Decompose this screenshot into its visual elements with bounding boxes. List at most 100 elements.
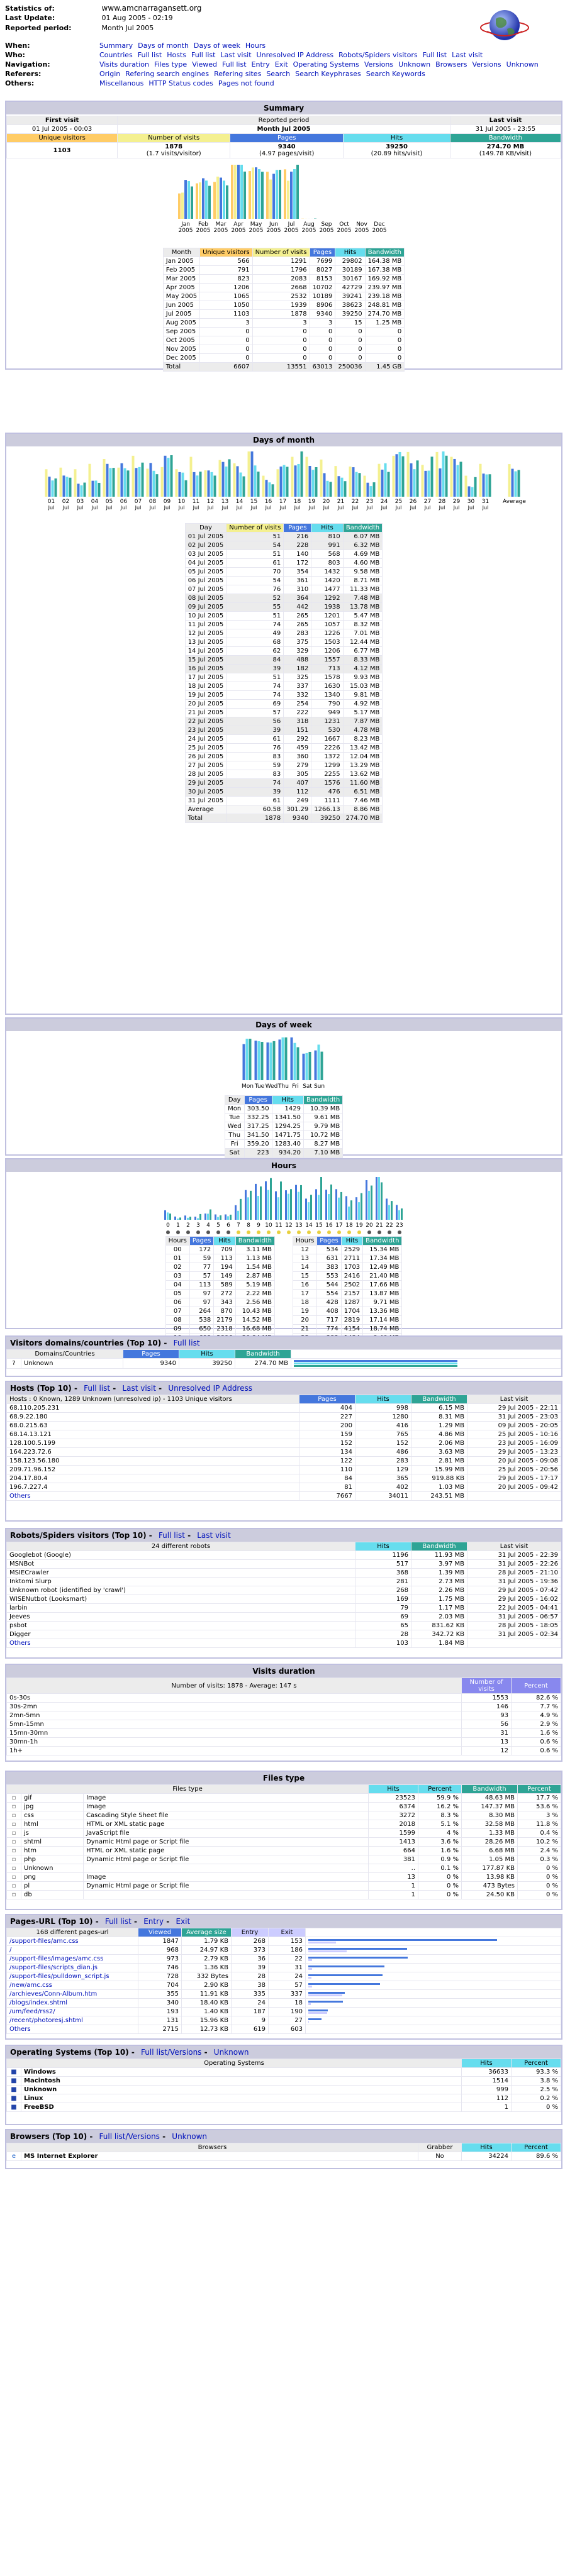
table-cell: 3272 — [368, 1811, 418, 1820]
nav-link[interactable]: Full list — [422, 51, 447, 59]
month-tick-year: 2005 — [232, 228, 246, 234]
table-cell: 2.5 % — [511, 2085, 561, 2094]
os-full-list-link[interactable]: Full list/Versions — [141, 2048, 202, 2057]
page-url-link[interactable]: /new/amc.css — [9, 1982, 52, 1989]
nav-link[interactable]: Viewed — [192, 60, 218, 69]
pages-exit-link[interactable]: Exit — [176, 1917, 191, 1926]
nav-link[interactable]: Exit — [274, 60, 288, 69]
nav-link[interactable]: HTTP Status codes — [148, 79, 213, 87]
nav-link[interactable]: Search Keywords — [366, 70, 425, 78]
nav-link[interactable]: Hosts — [167, 51, 186, 59]
nav-link[interactable]: Entry — [251, 60, 270, 69]
table-cell: 0 — [252, 336, 310, 345]
day-bar — [210, 472, 213, 497]
table-cell: 0.2 % — [511, 2094, 561, 2103]
page-url-link[interactable]: /support-files/scripts_dian.js — [9, 1964, 98, 1971]
column-header: Unique visitors — [199, 248, 253, 257]
nav-link[interactable]: Days of week — [193, 41, 240, 50]
page-url-link[interactable]: / — [9, 1947, 12, 1954]
nav-link[interactable]: Visits duration — [99, 60, 149, 69]
hits-per-visit: (20.89 hits/visit) — [371, 150, 423, 157]
month-bar — [293, 169, 296, 219]
country-bar — [294, 1360, 457, 1362]
robots-last-visit-link[interactable]: Last visit — [197, 1531, 231, 1540]
page-url-link[interactable]: /um/feed/rss2/ — [9, 2008, 55, 2015]
page-url-link[interactable]: /archieves/Conn-Album.htm — [9, 1991, 98, 1998]
hosts-full-list-link[interactable]: Full list — [84, 1384, 111, 1393]
hour-tick-label: 3 — [196, 1222, 200, 1229]
page-url-link[interactable]: /recent/photoresj.shtml — [9, 2017, 83, 2024]
table-cell: 190 — [268, 2007, 306, 2016]
hosts-last-visit-link[interactable]: Last visit — [122, 1384, 156, 1393]
table-cell: 20 Jul 2005 - 09:42 — [467, 1483, 561, 1492]
nav-link[interactable]: Full list — [191, 51, 216, 59]
table-row: 30 Jul 2005 39 112 476 6.51 MB — [184, 787, 383, 797]
nav-link[interactable]: Files type — [154, 60, 187, 69]
nav-link[interactable]: Robots/Spiders visitors — [338, 51, 418, 59]
nav-link[interactable]: Unknown — [506, 60, 539, 69]
pages-entry-link[interactable]: Entry — [143, 1917, 164, 1926]
table-cell: 54 — [226, 576, 284, 585]
nav-link[interactable]: Search Keyphrases — [295, 70, 361, 78]
browsers-full-list-link[interactable]: Full list/Versions — [99, 2132, 160, 2141]
page-url-cell: /recent/photoresj.shtml — [6, 2016, 138, 2025]
day-bar — [471, 487, 474, 497]
nav-link[interactable]: Operating Systems — [293, 60, 359, 69]
statistics-of-row: Statistics of: www.amcnarragansett.org — [5, 4, 201, 13]
nav-link[interactable]: Unresolved IP Address — [256, 51, 334, 59]
day-tick-month: Jul — [77, 505, 84, 511]
table-cell: 7.87 MB — [342, 717, 383, 726]
nav-link[interactable]: Search — [266, 70, 291, 78]
month-bar — [181, 192, 184, 219]
monthly-history-table: Month Unique visitors Number of visits Page… — [162, 248, 405, 372]
os-unknown-link[interactable]: Unknown — [213, 2048, 249, 2057]
hosts-unresolved-link[interactable]: Unresolved IP Address — [168, 1384, 252, 1393]
table-cell: 1287 — [340, 1298, 364, 1307]
browsers-unknown-link[interactable]: Unknown — [172, 2132, 207, 2141]
nav-link[interactable]: Versions — [364, 60, 394, 69]
page-url-link[interactable]: /support-files/pulldown_script.js — [9, 1973, 109, 1980]
nav-link[interactable]: Countries — [99, 51, 133, 59]
page-entry-bar — [308, 1994, 343, 1996]
nav-link[interactable]: Full list — [137, 51, 162, 59]
day-bar — [401, 456, 405, 497]
host-name: 128.100.5.199 — [6, 1439, 299, 1448]
hour-bar — [350, 1200, 352, 1220]
nav-link[interactable]: Browsers — [435, 60, 467, 69]
weekday-tick-label: Fri — [292, 1083, 299, 1090]
first-visit-label: First visit — [45, 117, 79, 124]
page-url-link[interactable]: /support-files/images/amc.css — [9, 1955, 104, 1962]
nav-link[interactable]: Refering sites — [214, 70, 262, 78]
nav-link[interactable]: Miscellanous — [99, 79, 144, 87]
countries-full-list-link[interactable]: Full list — [173, 1339, 200, 1347]
column-header: Percent — [418, 1784, 462, 1794]
table-cell: 0 — [364, 327, 405, 336]
column-header: Pages — [189, 1236, 215, 1246]
page-url-link[interactable]: /support-files/amc.css — [9, 1938, 79, 1945]
day-tick-label: 25 — [395, 499, 402, 505]
pages-full-list-link[interactable]: Full list — [104, 1917, 131, 1926]
table-cell: 51 — [226, 550, 284, 559]
nav-link[interactable]: Refering search engines — [125, 70, 210, 78]
nav-link[interactable]: Hours — [245, 41, 266, 50]
table-cell: 254 — [283, 699, 312, 709]
nav-link[interactable]: Unknown — [398, 60, 431, 69]
table-cell: 5.17 MB — [342, 708, 383, 717]
nav-link[interactable]: Pages not found — [218, 79, 274, 87]
table-row: 14 Jul 2005 62 329 1206 6.77 MB — [184, 646, 383, 656]
robots-full-list-link[interactable]: Full list — [158, 1531, 185, 1540]
nav-link[interactable]: Full list — [222, 60, 247, 69]
hits-value: 39250 — [386, 143, 408, 150]
page-url-link[interactable]: /blogs/index.shtml — [9, 1999, 68, 2006]
day-bar — [442, 451, 445, 497]
nav-link[interactable]: Days of month — [138, 41, 189, 50]
nav-link[interactable]: Summary — [99, 41, 133, 50]
nav-link[interactable]: Origin — [99, 70, 121, 78]
table-cell: 332 Bytes — [181, 1972, 232, 1981]
table-cell: HTML or XML static page — [83, 1820, 369, 1829]
nav-link[interactable]: Last visit — [452, 51, 483, 59]
nav-link[interactable]: Last visit — [220, 51, 252, 59]
hour-bar — [335, 1189, 337, 1220]
day-tick-month: Jul — [308, 505, 315, 511]
nav-link[interactable]: Versions — [472, 60, 501, 69]
